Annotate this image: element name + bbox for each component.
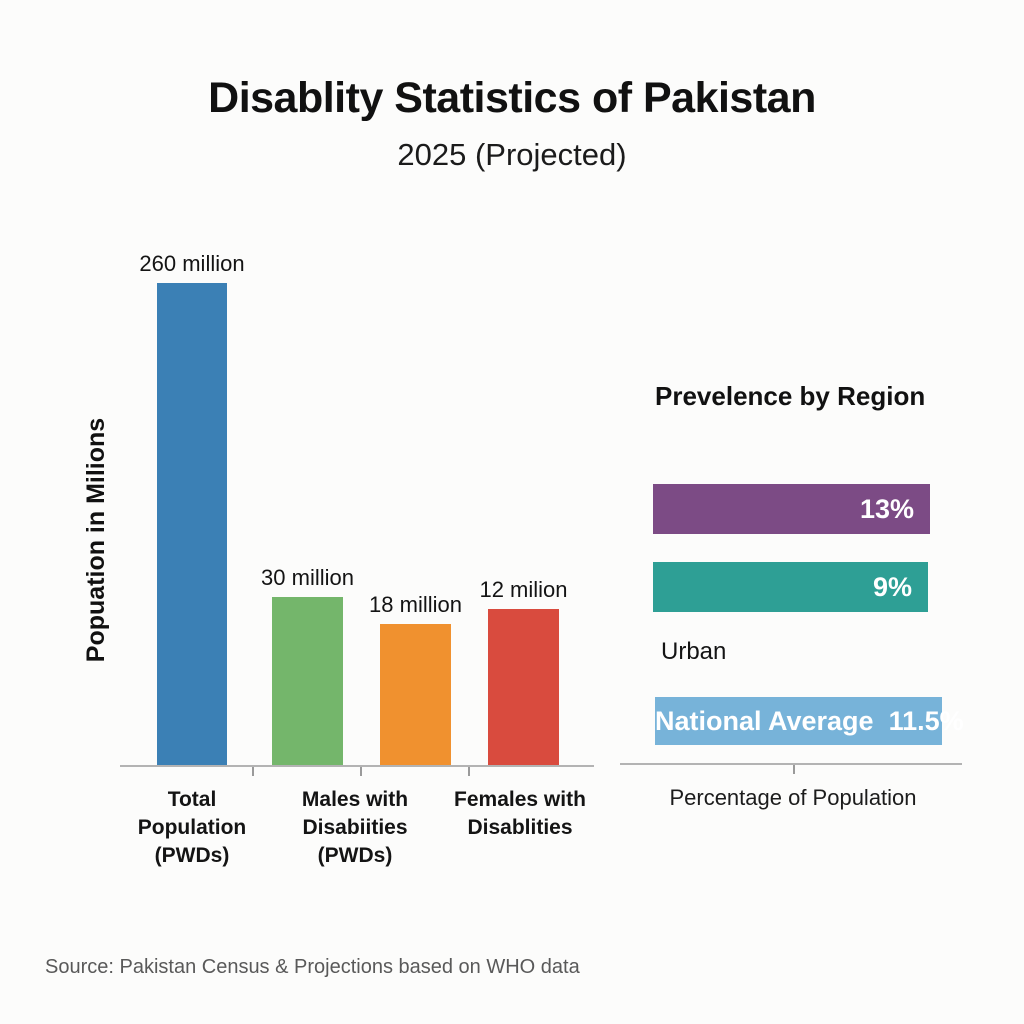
- bar-unlabeled-18-million: [380, 624, 451, 766]
- bar-males-with-disabilities-value-label: 30 million: [261, 565, 354, 590]
- y-axis-label: Popuation in Milions: [82, 417, 110, 663]
- bar-males-with-disabilities: [272, 597, 343, 766]
- bar-total-population: [157, 283, 227, 766]
- population-x-tick-2: [360, 767, 362, 776]
- population-x-axis-line: [120, 765, 594, 767]
- bar-females-with-disabilities: [488, 609, 559, 766]
- bar-region-13pct: 13%: [653, 484, 930, 534]
- prevalence-chart-title: Prevelence by Region: [655, 381, 926, 411]
- prevalence-x-axis-line: [620, 763, 962, 765]
- bar-unlabeled-18-million-value-label: 18 million: [369, 592, 462, 617]
- bar-region-9pct: 9%: [653, 562, 928, 612]
- category-label-1: Total Population (PWDs): [137, 788, 247, 867]
- page-subtitle: 2025 (Projected): [397, 137, 627, 172]
- population-x-tick-3: [468, 767, 470, 776]
- bar-females-with-disabilities-value-label: 12 milion: [479, 577, 568, 602]
- prevalence-x-tick-1: [793, 765, 795, 774]
- prevalence-x-axis-label: Percentage of Population: [669, 785, 917, 810]
- source-note: Source: Pakistan Census & Projections ba…: [45, 956, 580, 978]
- bar-national-average: National Average 11.5%: [655, 697, 964, 745]
- bar-total-population-value-label: 260 million: [139, 251, 245, 276]
- category-label-2: Males with Disabiities (PWDs): [301, 788, 409, 867]
- category-label-3: Females with Disablities: [454, 788, 586, 839]
- row-label-urban: Urban: [661, 638, 727, 665]
- population-x-tick-1: [252, 767, 254, 776]
- page-title: Disablity Statistics of Pakistan: [208, 74, 816, 122]
